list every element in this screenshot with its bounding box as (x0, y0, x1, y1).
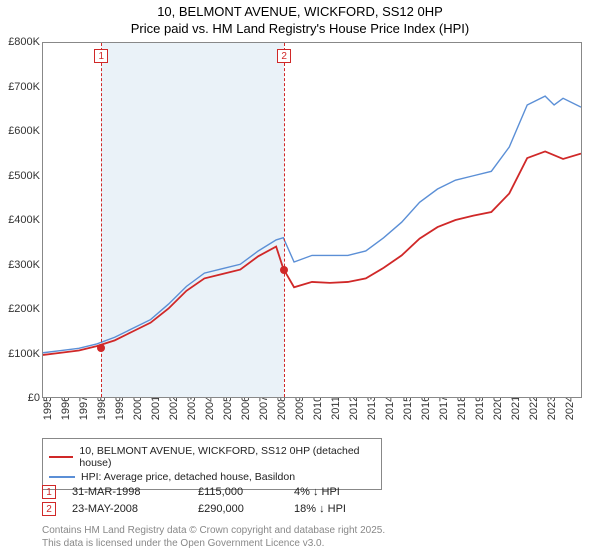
title-sub: Price paid vs. HM Land Registry's House … (0, 21, 600, 36)
legend-row: 10, BELMONT AVENUE, WICKFORD, SS12 0HP (… (49, 445, 375, 469)
x-tick-label: 2012 (348, 396, 360, 420)
y-tick-label: £300K (0, 259, 40, 271)
sale-diff: 18% ↓ HPI (294, 503, 384, 515)
x-tick-label: 1999 (114, 396, 126, 420)
x-tick-label: 2007 (258, 396, 270, 420)
x-tick-label: 2008 (276, 396, 288, 420)
sale-price: £290,000 (198, 503, 278, 515)
footer-line2: This data is licensed under the Open Gov… (42, 537, 385, 550)
legend-label-property: 10, BELMONT AVENUE, WICKFORD, SS12 0HP (… (79, 445, 375, 469)
legend-swatch-property (49, 456, 73, 458)
sale-badge: 1 (42, 485, 56, 499)
x-tick-label: 2023 (546, 396, 558, 420)
x-tick-label: 2022 (528, 396, 540, 420)
title-main: 10, BELMONT AVENUE, WICKFORD, SS12 0HP (0, 4, 600, 19)
x-tick-label: 1998 (96, 396, 108, 420)
legend-swatch-hpi (49, 476, 75, 478)
x-tick-label: 2020 (492, 396, 504, 420)
y-tick-label: £0 (0, 392, 40, 404)
y-tick-label: £100K (0, 348, 40, 360)
x-tick-label: 2001 (150, 396, 162, 420)
x-tick-label: 2019 (474, 396, 486, 420)
x-tick-label: 2000 (132, 396, 144, 420)
sale-marker-badge: 2 (277, 49, 291, 63)
x-tick-label: 2015 (402, 396, 414, 420)
x-tick-label: 2011 (330, 396, 342, 420)
sale-row: 2 23-MAY-2008 £290,000 18% ↓ HPI (42, 502, 384, 516)
series-property (43, 151, 581, 355)
x-tick-label: 2009 (294, 396, 306, 420)
sale-row: 1 31-MAR-1998 £115,000 4% ↓ HPI (42, 485, 384, 499)
x-tick-label: 1996 (60, 396, 72, 420)
sale-diff: 4% ↓ HPI (294, 486, 384, 498)
y-tick-label: £700K (0, 81, 40, 93)
x-tick-label: 2005 (222, 396, 234, 420)
sale-marker-badge: 1 (94, 49, 108, 63)
footer-line1: Contains HM Land Registry data © Crown c… (42, 524, 385, 537)
x-tick-label: 1995 (42, 396, 54, 420)
x-tick-label: 2018 (456, 396, 468, 420)
chart-container: 10, BELMONT AVENUE, WICKFORD, SS12 0HP P… (0, 0, 600, 560)
sale-marker-dot (280, 266, 288, 274)
footer: Contains HM Land Registry data © Crown c… (42, 524, 385, 550)
x-tick-label: 2017 (438, 396, 450, 420)
sale-date: 31-MAR-1998 (72, 486, 182, 498)
sales-table: 1 31-MAR-1998 £115,000 4% ↓ HPI 2 23-MAY… (42, 482, 384, 519)
sale-marker-dot (97, 344, 105, 352)
sale-date: 23-MAY-2008 (72, 503, 182, 515)
x-tick-label: 2010 (312, 396, 324, 420)
plot-svg (43, 43, 581, 397)
sale-price: £115,000 (198, 486, 278, 498)
x-tick-label: 2004 (204, 396, 216, 420)
x-tick-label: 2016 (420, 396, 432, 420)
y-tick-label: £800K (0, 36, 40, 48)
title-block: 10, BELMONT AVENUE, WICKFORD, SS12 0HP P… (0, 0, 600, 36)
x-tick-label: 2014 (384, 396, 396, 420)
plot-area: 12 (42, 42, 582, 398)
x-tick-label: 1997 (78, 396, 90, 420)
x-tick-label: 2021 (510, 396, 522, 420)
x-tick-label: 2002 (168, 396, 180, 420)
y-tick-label: £200K (0, 303, 40, 315)
x-tick-label: 2013 (366, 396, 378, 420)
sale-marker-line (284, 43, 285, 397)
x-tick-label: 2003 (186, 396, 198, 420)
sale-badge: 2 (42, 502, 56, 516)
x-tick-label: 2006 (240, 396, 252, 420)
x-tick-label: 2024 (564, 396, 576, 420)
y-tick-label: £500K (0, 170, 40, 182)
y-tick-label: £600K (0, 125, 40, 137)
series-hpi (43, 96, 581, 353)
y-tick-label: £400K (0, 214, 40, 226)
